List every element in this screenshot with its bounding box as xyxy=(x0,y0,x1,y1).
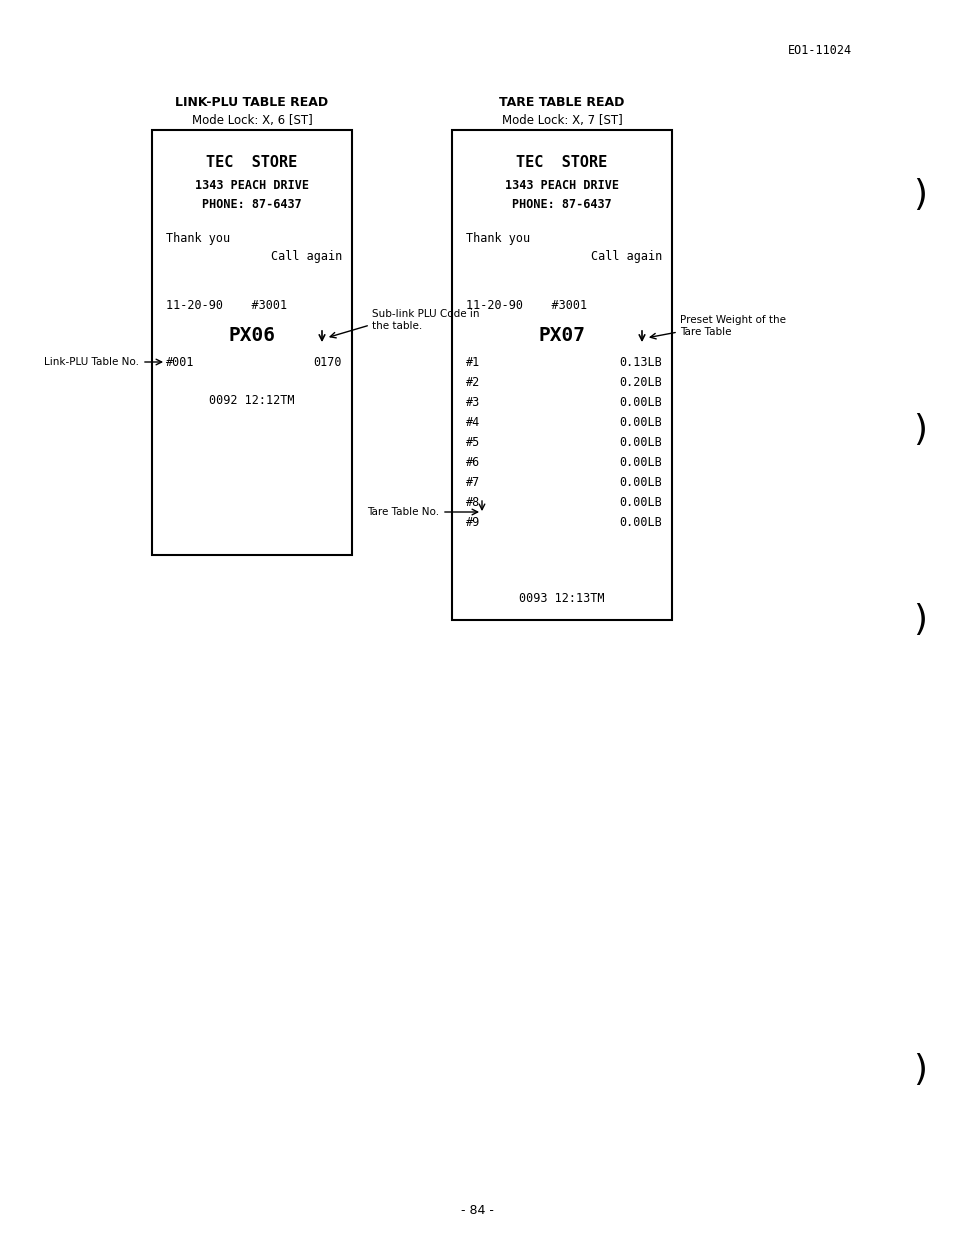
Bar xyxy=(152,130,352,555)
Text: Sub-link PLU Code in
the table.: Sub-link PLU Code in the table. xyxy=(372,309,479,331)
Text: #8: #8 xyxy=(465,495,479,509)
Text: 0.00LB: 0.00LB xyxy=(618,416,661,428)
Text: 0.00LB: 0.00LB xyxy=(618,455,661,469)
Text: PHONE: 87-6437: PHONE: 87-6437 xyxy=(202,197,301,211)
Text: #1: #1 xyxy=(465,355,479,369)
Text: 0.13LB: 0.13LB xyxy=(618,355,661,369)
Text: TEC  STORE: TEC STORE xyxy=(516,154,607,170)
Text: 0.00LB: 0.00LB xyxy=(618,436,661,448)
Text: 0.00LB: 0.00LB xyxy=(618,396,661,408)
Text: #3: #3 xyxy=(465,396,479,408)
Text: Link-PLU Table No.: Link-PLU Table No. xyxy=(44,357,139,367)
Text: EO1-11024: EO1-11024 xyxy=(787,43,851,57)
Text: 11-20-90    #3001: 11-20-90 #3001 xyxy=(465,299,586,311)
Text: Mode Lock: X, 6 [ST]: Mode Lock: X, 6 [ST] xyxy=(192,113,312,127)
Text: 0.00LB: 0.00LB xyxy=(618,475,661,489)
Text: ): ) xyxy=(912,177,926,212)
Text: 0170: 0170 xyxy=(314,355,341,369)
Text: Thank you: Thank you xyxy=(166,232,230,244)
Text: 1343 PEACH DRIVE: 1343 PEACH DRIVE xyxy=(194,179,309,191)
Text: Mode Lock: X, 7 [ST]: Mode Lock: X, 7 [ST] xyxy=(501,113,621,127)
Text: 0.00LB: 0.00LB xyxy=(618,515,661,529)
Text: 11-20-90    #3001: 11-20-90 #3001 xyxy=(166,299,287,311)
Text: Thank you: Thank you xyxy=(465,232,530,244)
Text: TARE TABLE READ: TARE TABLE READ xyxy=(498,96,624,108)
Text: #7: #7 xyxy=(465,475,479,489)
Text: PX07: PX07 xyxy=(537,325,585,345)
Text: PX06: PX06 xyxy=(229,325,275,345)
Text: 0.20LB: 0.20LB xyxy=(618,376,661,388)
Text: Preset Weight of the
Tare Table: Preset Weight of the Tare Table xyxy=(679,315,785,336)
Text: ): ) xyxy=(912,603,926,637)
Text: PHONE: 87-6437: PHONE: 87-6437 xyxy=(512,197,611,211)
Text: 0092 12:12TM: 0092 12:12TM xyxy=(209,393,294,407)
Text: Tare Table No.: Tare Table No. xyxy=(367,508,438,517)
Text: LINK-PLU TABLE READ: LINK-PLU TABLE READ xyxy=(175,96,328,108)
Text: 0093 12:13TM: 0093 12:13TM xyxy=(518,592,604,604)
Text: ): ) xyxy=(912,413,926,447)
Text: - 84 -: - 84 - xyxy=(460,1205,493,1217)
Text: #9: #9 xyxy=(465,515,479,529)
Text: Call again: Call again xyxy=(271,249,341,263)
Text: ): ) xyxy=(912,1054,926,1087)
Text: 0.00LB: 0.00LB xyxy=(618,495,661,509)
Text: Call again: Call again xyxy=(590,249,661,263)
Text: #4: #4 xyxy=(465,416,479,428)
Text: TEC  STORE: TEC STORE xyxy=(206,154,297,170)
Bar xyxy=(452,130,671,620)
Text: #5: #5 xyxy=(465,436,479,448)
Text: #6: #6 xyxy=(465,455,479,469)
Text: #001: #001 xyxy=(166,355,194,369)
Text: #2: #2 xyxy=(465,376,479,388)
Text: 1343 PEACH DRIVE: 1343 PEACH DRIVE xyxy=(504,179,618,191)
